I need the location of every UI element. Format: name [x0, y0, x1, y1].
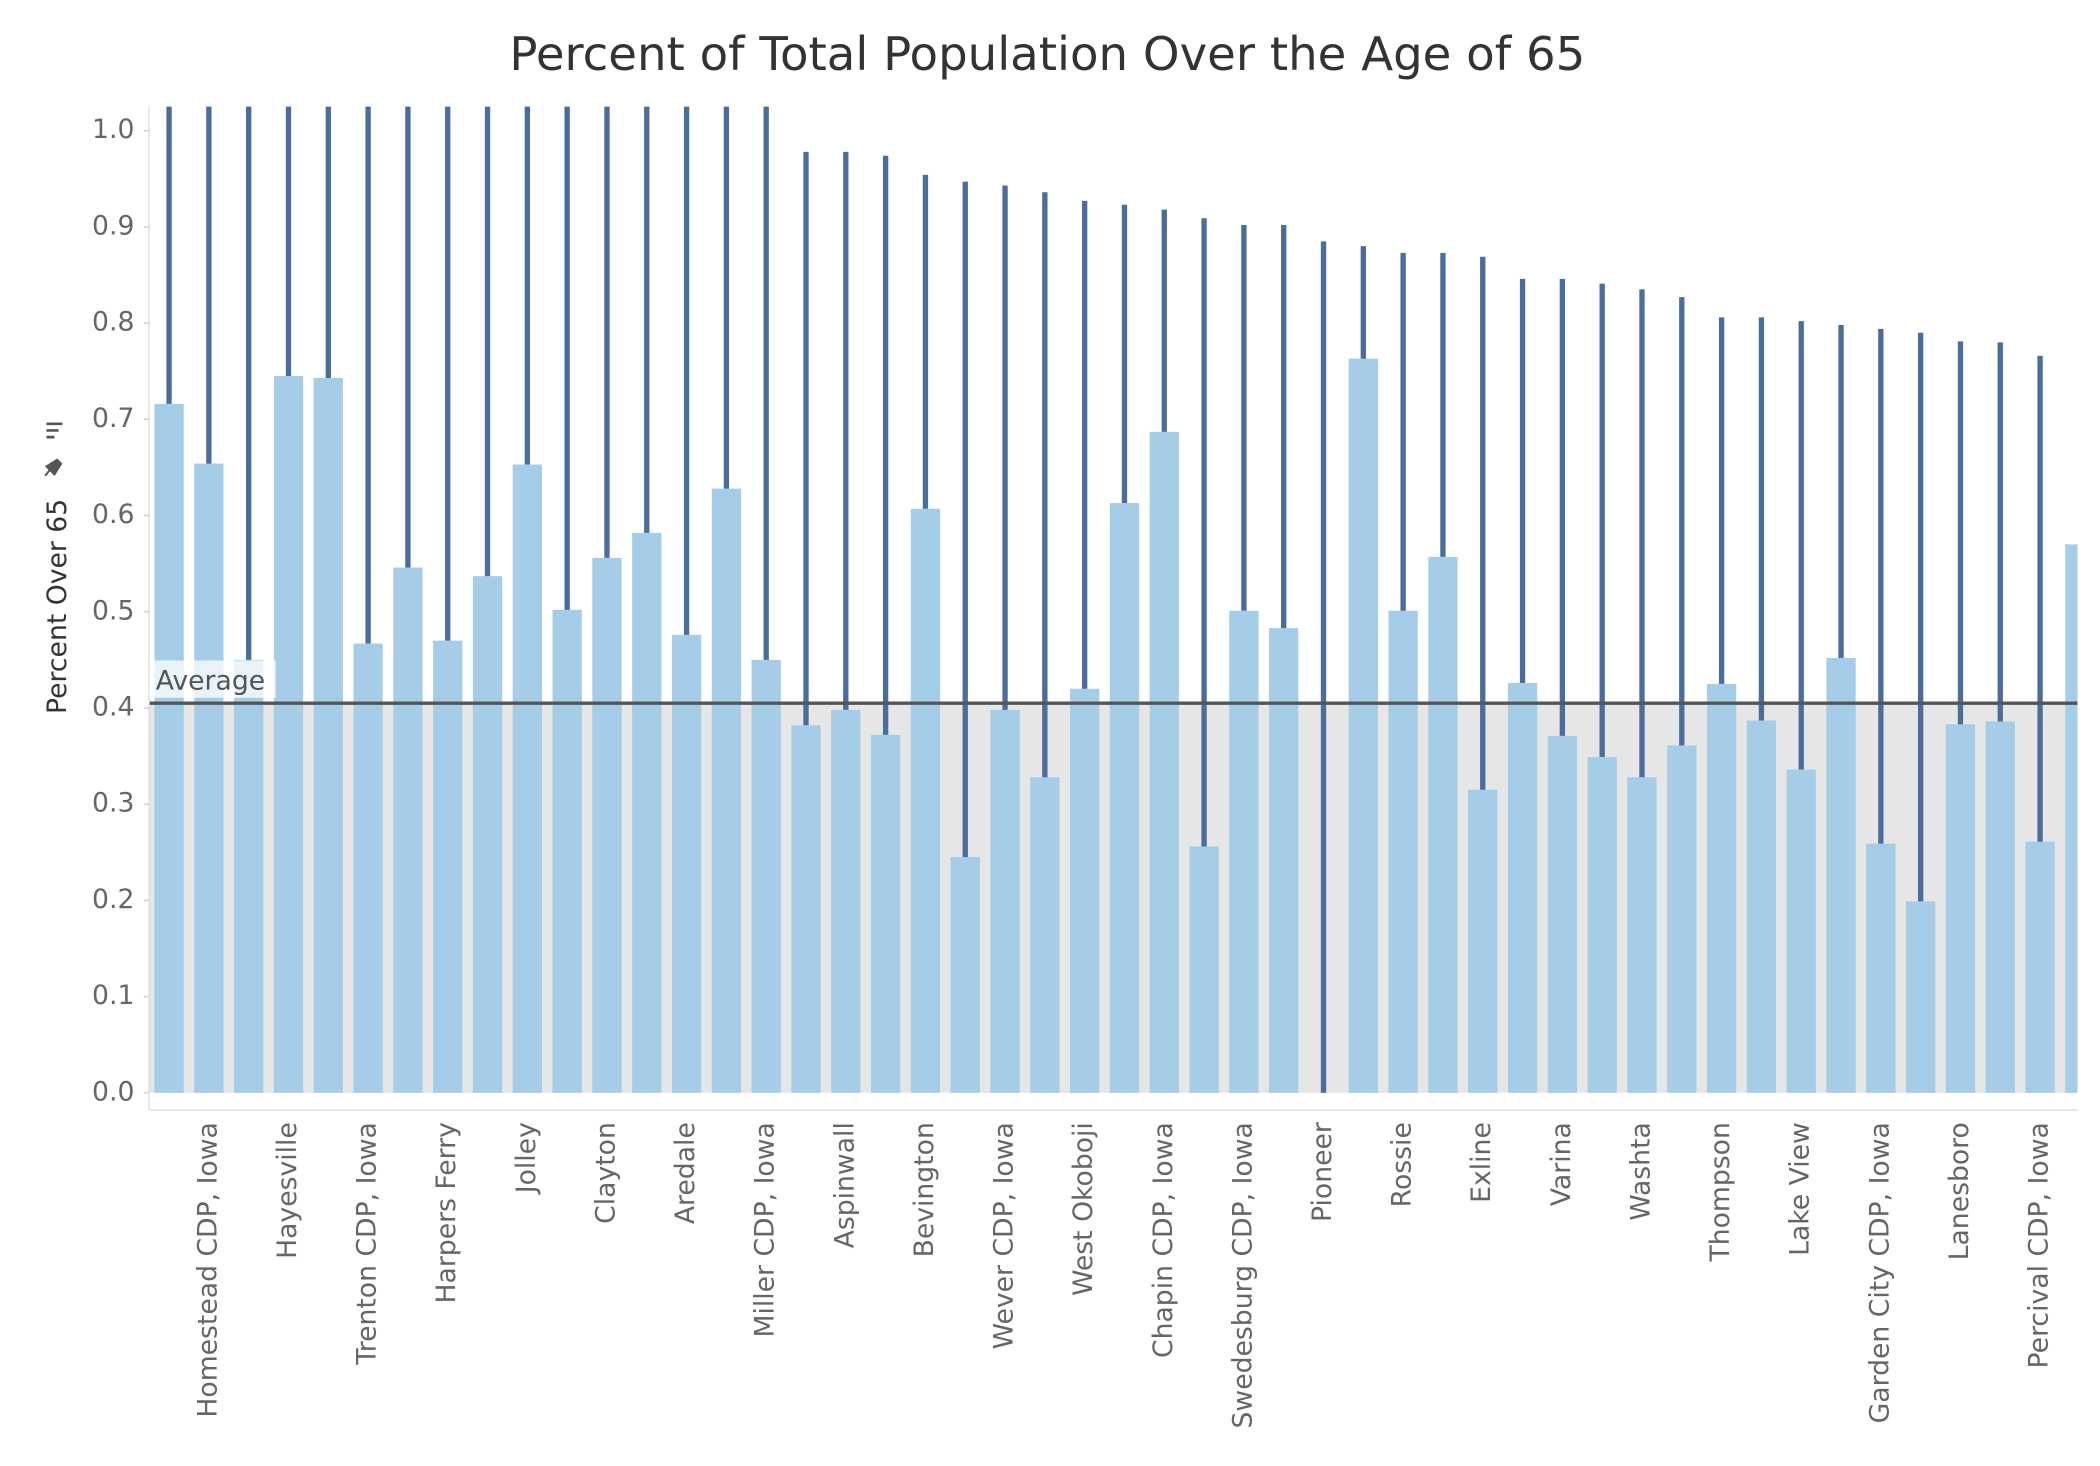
y-tick-label: 0.1 [92, 980, 134, 1011]
x-tick-label: Percival CDP, Iowa [2024, 1122, 2055, 1368]
y-tick-label: 0.8 [92, 307, 134, 338]
bar [870, 734, 901, 1093]
bar [1866, 843, 1896, 1093]
x-tick-label: Lanesboro [1944, 1122, 1975, 1260]
bar [1507, 682, 1538, 1093]
x-tick-label: Harpers Ferry [431, 1122, 462, 1303]
bar [234, 659, 264, 1093]
bar [1070, 688, 1100, 1093]
chart-title: Percent of Total Population Over the Age… [509, 27, 1585, 81]
x-tick-label: Rossie [1387, 1122, 1418, 1207]
bar [2025, 841, 2055, 1093]
bar [1030, 777, 1060, 1093]
x-tick-label: Exline [1466, 1122, 1497, 1203]
bar [1189, 846, 1219, 1093]
bar [1547, 735, 1578, 1093]
bar [393, 567, 423, 1093]
x-tick-label: Aspinwall [829, 1122, 860, 1248]
bar [2065, 544, 2078, 1093]
bar [950, 857, 980, 1093]
bar [1826, 657, 1856, 1093]
x-tick-label: Aredale [670, 1122, 701, 1224]
bar [1468, 789, 1498, 1093]
bar [711, 488, 742, 1093]
bar [1587, 757, 1617, 1093]
x-tick-label: Varina [1546, 1122, 1577, 1206]
x-tick-label: Garden City CDP, Iowa [1864, 1122, 1895, 1423]
bar [990, 709, 1020, 1093]
y-tick-label: 0.6 [92, 499, 134, 530]
bar [1229, 610, 1259, 1093]
x-tick-label: Thompson [1705, 1122, 1736, 1262]
y-tick-label: 0.0 [92, 1076, 134, 1107]
bar [910, 508, 941, 1093]
bar [154, 403, 184, 1093]
y-tick-label: 0.5 [92, 595, 134, 626]
y-tick-label: 0.4 [92, 691, 134, 722]
x-tick-label: Hayesville [272, 1122, 303, 1259]
bar [1786, 769, 1816, 1093]
y-tick-label: 0.2 [92, 884, 134, 915]
bar [831, 709, 861, 1093]
bar [671, 634, 702, 1093]
bar [1706, 683, 1737, 1093]
bar [791, 725, 821, 1093]
x-tick-label: Homestead CDP, Iowa [192, 1122, 223, 1417]
bar [1428, 556, 1458, 1093]
reference-label-bg [150, 660, 276, 698]
y-tick-label: 1.0 [92, 114, 134, 145]
x-tick-label: Swedesburg CDP, Iowa [1227, 1122, 1258, 1428]
bar [1905, 901, 1936, 1093]
bar [194, 463, 224, 1093]
bar [1109, 503, 1140, 1093]
bar [1269, 628, 1299, 1093]
bar [1149, 431, 1179, 1093]
bar [1985, 721, 2015, 1093]
bar [1348, 358, 1378, 1093]
x-tick-label: Chapin CDP, Iowa [1148, 1122, 1179, 1358]
bar [1627, 777, 1657, 1093]
x-tick-label: West Okoboji [1068, 1122, 1099, 1296]
y-tick-label: 0.9 [92, 210, 134, 241]
bar [433, 640, 463, 1093]
x-tick-label: Miller CDP, Iowa [750, 1122, 781, 1337]
bar [1746, 720, 1777, 1093]
x-tick-label: Washta [1625, 1122, 1656, 1221]
x-tick-label: Lake View [1785, 1122, 1816, 1256]
x-tick-label: Bevington [909, 1122, 940, 1257]
reference-label: Average [156, 665, 265, 696]
x-tick-label: Clayton [590, 1122, 621, 1224]
bar [1667, 745, 1697, 1093]
x-tick-label: Jolley [511, 1122, 542, 1195]
y-axis-label: Percent Over 65 [42, 499, 73, 714]
bar [512, 464, 543, 1093]
y-tick-label: 0.3 [92, 788, 134, 819]
x-tick-label: Pioneer [1307, 1122, 1338, 1222]
sort-icon [46, 422, 63, 439]
y-tick-label: 0.7 [92, 403, 134, 434]
bar [472, 576, 503, 1093]
x-tick-label: Wever CDP, Iowa [989, 1122, 1020, 1349]
plot-area [149, 106, 2078, 1093]
pin-icon [44, 458, 63, 477]
bar [313, 377, 343, 1093]
bar [353, 643, 383, 1093]
x-tick-label: Trenton CDP, Iowa [352, 1122, 383, 1365]
bar [592, 557, 622, 1093]
bar [751, 659, 781, 1093]
bar [632, 532, 662, 1093]
bar [273, 376, 304, 1093]
bar [1388, 610, 1418, 1093]
bar [1945, 724, 1976, 1093]
bar [552, 609, 582, 1093]
